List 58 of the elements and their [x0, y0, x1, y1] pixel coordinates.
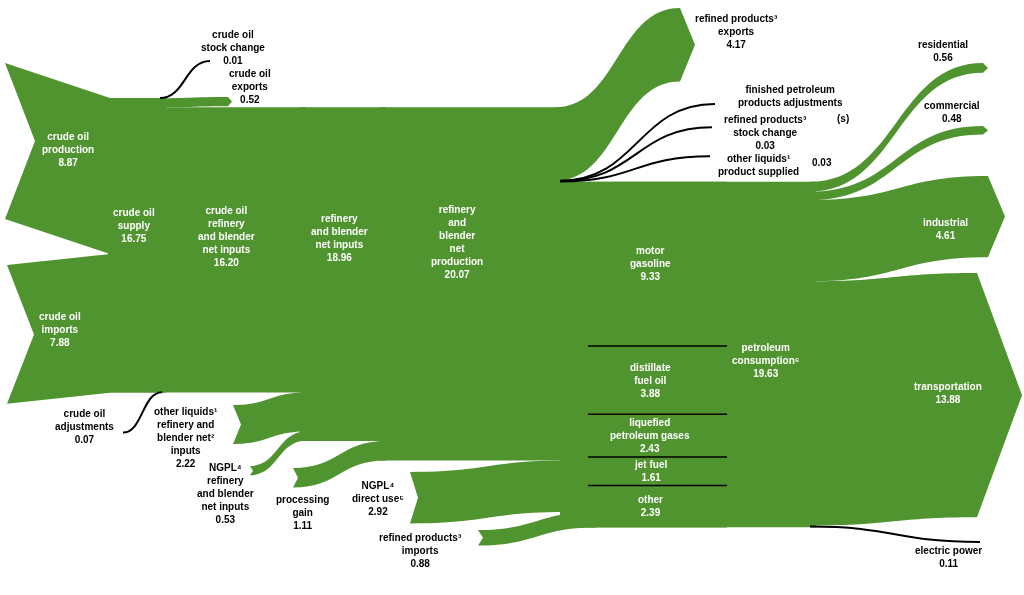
data-label: 0.01: [223, 55, 244, 66]
data-label: 4.61: [935, 230, 956, 241]
data-label: 16.75: [121, 233, 147, 244]
data-label: 0.56: [933, 52, 954, 63]
data-label: 16.20: [213, 257, 240, 268]
category-label: refinery and blender net inputs: [311, 213, 368, 250]
data-label: 18.96: [326, 252, 353, 263]
category-label: transportation: [914, 381, 982, 392]
data-label: 20.07: [444, 269, 471, 280]
data-label: 1.11: [293, 520, 313, 531]
category-label: petroleum consumption⁶: [732, 342, 800, 366]
data-label: 2.39: [640, 507, 661, 518]
data-label: 3.88: [640, 388, 661, 399]
category-label: other liquids¹ product supplied: [718, 153, 800, 177]
category-label: jet fuel: [634, 459, 668, 470]
category-label: refinery and blender net production: [431, 204, 484, 267]
data-label: 13.88: [935, 394, 961, 405]
category-label: industrial: [923, 217, 969, 228]
data-label: 0.88: [410, 558, 431, 569]
data-label: 0.48: [942, 113, 962, 124]
category-label: crude oil production: [42, 131, 95, 155]
category-label: motor gasoline: [630, 245, 671, 269]
category-label: NGPL⁴ refinery and blender net inputs: [197, 462, 254, 512]
data-label: 0.11: [939, 558, 959, 569]
category-label: NGPL⁴ direct use⁵: [352, 480, 405, 504]
category-label: other: [638, 494, 664, 505]
category-label: liquefied petroleum gases: [610, 417, 690, 441]
data-label: 1.61: [641, 472, 662, 483]
data-label: (s): [837, 113, 850, 124]
category-label: crude oil imports: [39, 311, 81, 335]
category-label: crude oil stock change: [201, 29, 266, 53]
data-label: 0.52: [240, 94, 261, 105]
data-label: 0.53: [215, 514, 236, 525]
category-label: refined products³ exports: [695, 13, 778, 37]
category-label: processing gain: [276, 494, 330, 518]
data-label: 19.63: [753, 368, 779, 379]
data-label: 0.07: [74, 434, 95, 445]
data-label: 2.22: [175, 458, 196, 469]
data-label: 9.33: [640, 271, 661, 282]
data-label: 8.87: [58, 157, 79, 168]
data-label: 0.03: [755, 140, 776, 151]
category-label: finished petroleum products adjustments: [738, 84, 843, 108]
category-label: crude oil refinery and blender net inputs: [198, 205, 255, 255]
category-label: crude oil supply: [113, 207, 155, 231]
data-label: 7.88: [50, 337, 71, 348]
data-label: 2.92: [368, 506, 389, 517]
category-label: distillate fuel oil: [630, 362, 671, 386]
category-label: other liquids¹ refinery and blender net² inputs: [154, 406, 218, 456]
category-label: crude oil adjustments: [55, 408, 115, 432]
data-label: 0.03: [812, 157, 832, 168]
category-label: refined products³ imports: [379, 532, 462, 556]
category-label: electric power: [915, 545, 983, 556]
category-label: refined products³ stock change: [724, 114, 807, 138]
category-label: residential: [918, 39, 969, 50]
category-label: commercial: [924, 100, 980, 111]
data-label: 4.17: [726, 39, 747, 50]
category-label: crude oil exports: [229, 68, 271, 92]
data-label: 2.43: [640, 443, 660, 454]
